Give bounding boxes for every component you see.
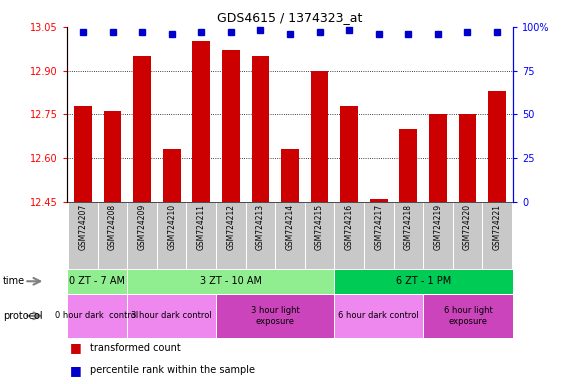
Bar [311, 71, 328, 202]
Bar [423, 294, 513, 338]
Bar [67, 294, 128, 338]
Text: 6 ZT - 1 PM: 6 ZT - 1 PM [396, 276, 451, 286]
Bar [104, 111, 121, 202]
Text: ■: ■ [70, 341, 81, 354]
Text: GSM724216: GSM724216 [345, 204, 354, 250]
Text: GSM724213: GSM724213 [256, 204, 265, 250]
Text: transformed count: transformed count [90, 343, 180, 353]
Bar [281, 149, 299, 202]
Text: GSM724208: GSM724208 [108, 204, 117, 250]
Bar [423, 202, 452, 269]
Title: GDS4615 / 1374323_at: GDS4615 / 1374323_at [218, 11, 362, 24]
Text: 6 hour dark control: 6 hour dark control [338, 311, 419, 320]
Bar [340, 106, 358, 202]
Bar [67, 269, 128, 294]
Text: ■: ■ [70, 364, 81, 377]
Bar [429, 114, 447, 202]
Bar [193, 41, 210, 202]
Bar [98, 202, 128, 269]
Bar [252, 56, 269, 202]
Text: GSM724210: GSM724210 [167, 204, 176, 250]
Bar [163, 149, 180, 202]
Bar [482, 202, 512, 269]
Text: GSM724212: GSM724212 [226, 204, 235, 250]
Bar [334, 269, 513, 294]
Text: GSM724221: GSM724221 [492, 204, 502, 250]
Text: GSM724219: GSM724219 [433, 204, 443, 250]
Bar [364, 202, 393, 269]
Bar [216, 202, 246, 269]
Bar [222, 50, 240, 202]
Bar [459, 114, 476, 202]
Bar [187, 202, 216, 269]
Text: GSM724211: GSM724211 [197, 204, 206, 250]
Text: protocol: protocol [3, 311, 42, 321]
Text: 3 hour dark control: 3 hour dark control [131, 311, 212, 320]
Text: 6 hour light
exposure: 6 hour light exposure [444, 306, 492, 326]
Text: GSM724207: GSM724207 [78, 204, 88, 250]
Bar [370, 199, 387, 202]
Bar [393, 202, 423, 269]
Text: GSM724209: GSM724209 [137, 204, 147, 250]
Text: GSM724214: GSM724214 [285, 204, 295, 250]
Text: 0 hour dark  control: 0 hour dark control [56, 311, 139, 320]
Bar [246, 202, 276, 269]
Text: GSM724217: GSM724217 [374, 204, 383, 250]
Bar [276, 202, 304, 269]
Bar [334, 202, 364, 269]
Bar [157, 202, 187, 269]
Bar [400, 129, 417, 202]
Bar [452, 202, 482, 269]
Bar [133, 56, 151, 202]
Text: 3 hour light
exposure: 3 hour light exposure [251, 306, 300, 326]
Text: GSM724218: GSM724218 [404, 204, 413, 250]
Bar [488, 91, 506, 202]
Bar [334, 294, 423, 338]
Text: GSM724215: GSM724215 [315, 204, 324, 250]
Text: GSM724220: GSM724220 [463, 204, 472, 250]
Text: time: time [3, 276, 25, 286]
Bar [74, 106, 92, 202]
Bar [128, 269, 334, 294]
Text: percentile rank within the sample: percentile rank within the sample [90, 365, 255, 375]
Bar [128, 202, 157, 269]
Text: 0 ZT - 7 AM: 0 ZT - 7 AM [69, 276, 125, 286]
Bar [216, 294, 334, 338]
Bar [68, 202, 98, 269]
Text: 3 ZT - 10 AM: 3 ZT - 10 AM [200, 276, 262, 286]
Bar [304, 202, 334, 269]
Bar [128, 294, 216, 338]
